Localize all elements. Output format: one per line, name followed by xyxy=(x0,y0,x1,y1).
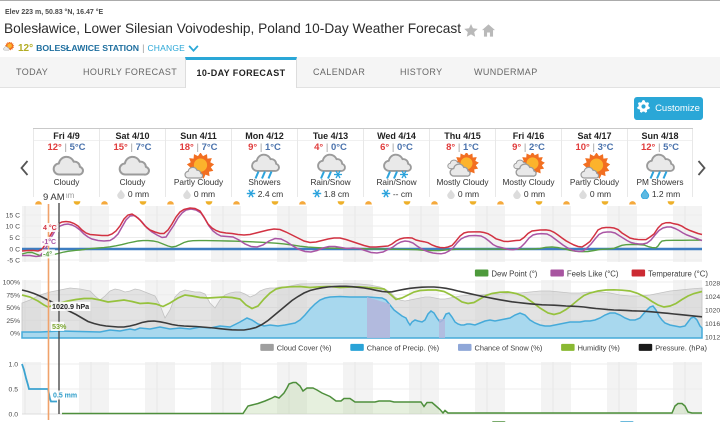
svg-text:Dew Point (°): Dew Point (°) xyxy=(491,269,537,278)
svg-text:0.5 mm: 0.5 mm xyxy=(53,393,77,400)
svg-text:-4°: -4° xyxy=(43,250,52,258)
svg-text:1.0: 1.0 xyxy=(9,362,19,369)
svg-text:25%: 25% xyxy=(6,318,20,325)
svg-text:Cloud Cover (%): Cloud Cover (%) xyxy=(277,344,332,353)
svg-text:-5 C: -5 C xyxy=(7,258,20,265)
svg-text:1016.: 1016. xyxy=(705,321,720,328)
svg-text:5 C: 5 C xyxy=(9,235,20,242)
svg-text:Chance of Precip. (%): Chance of Precip. (%) xyxy=(367,344,439,353)
svg-text:1020.9 hPa: 1020.9 hPa xyxy=(52,302,90,311)
svg-text:50%: 50% xyxy=(6,305,20,312)
svg-text:1020.: 1020. xyxy=(705,308,720,315)
svg-text:15 C: 15 C xyxy=(6,213,20,220)
svg-text:Liquid Precip (mm): Liquid Precip (mm) xyxy=(637,420,707,422)
svg-text:10 C: 10 C xyxy=(6,224,20,231)
svg-text:Chance of Snow (%): Chance of Snow (%) xyxy=(475,344,543,353)
svg-text:75%: 75% xyxy=(6,292,20,299)
svg-text:100%: 100% xyxy=(3,280,20,287)
svg-text:Precip Accum. Total (mm): Precip Accum. Total (mm) xyxy=(509,420,604,422)
svg-text:Feels Like (°C): Feels Like (°C) xyxy=(567,269,619,278)
svg-text:Temperature (°C): Temperature (°C) xyxy=(648,269,708,278)
svg-text:1028.: 1028. xyxy=(705,281,720,288)
svg-text:0.0: 0.0 xyxy=(9,412,19,419)
svg-text:1012.: 1012. xyxy=(705,335,720,342)
svg-text:-1°C: -1°C xyxy=(42,238,56,246)
svg-text:Humidity (%): Humidity (%) xyxy=(578,344,620,353)
svg-text:Pressure. (hPa): Pressure. (hPa) xyxy=(655,344,707,353)
svg-text:53%: 53% xyxy=(52,322,67,331)
svg-text:4 °C: 4 °C xyxy=(43,224,57,232)
svg-text:1024.: 1024. xyxy=(705,294,720,301)
svg-text:0 C: 0 C xyxy=(9,247,20,254)
svg-text:0.5: 0.5 xyxy=(9,387,19,394)
svg-text:0%: 0% xyxy=(10,331,20,338)
